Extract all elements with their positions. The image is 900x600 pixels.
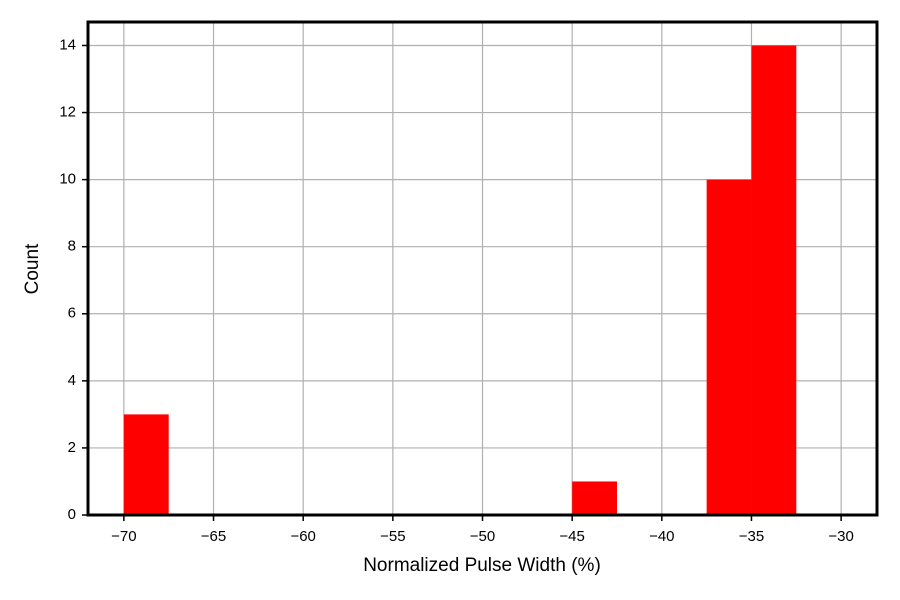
bar — [706, 179, 752, 515]
y-tick-label: 6 — [68, 305, 76, 322]
y-axis-label: Count — [22, 243, 43, 294]
y-tick-label: 4 — [68, 372, 76, 389]
x-axis-label: Normalized Pulse Width (%) — [363, 555, 601, 576]
y-tick-label: 12 — [59, 104, 76, 121]
bar — [751, 45, 797, 515]
x-tick-label: −50 — [470, 528, 495, 545]
x-tick-label: −60 — [290, 528, 315, 545]
x-tick-label: −65 — [201, 528, 226, 545]
bar — [123, 414, 169, 515]
bar — [572, 481, 617, 515]
y-tick-label: 0 — [68, 506, 76, 523]
y-tick-label: 8 — [68, 238, 76, 255]
x-tick-label: −30 — [828, 528, 853, 545]
x-tick-label: −35 — [739, 528, 764, 545]
x-tick-label: −45 — [559, 528, 584, 545]
x-tick-label: −70 — [111, 528, 136, 545]
y-tick-label: 10 — [59, 171, 76, 188]
x-tick-label: −55 — [380, 528, 405, 545]
y-tick-label: 14 — [59, 36, 76, 53]
y-tick-label: 2 — [68, 439, 76, 456]
plot-frame — [86, 20, 879, 517]
x-tick-label: −40 — [649, 528, 674, 545]
